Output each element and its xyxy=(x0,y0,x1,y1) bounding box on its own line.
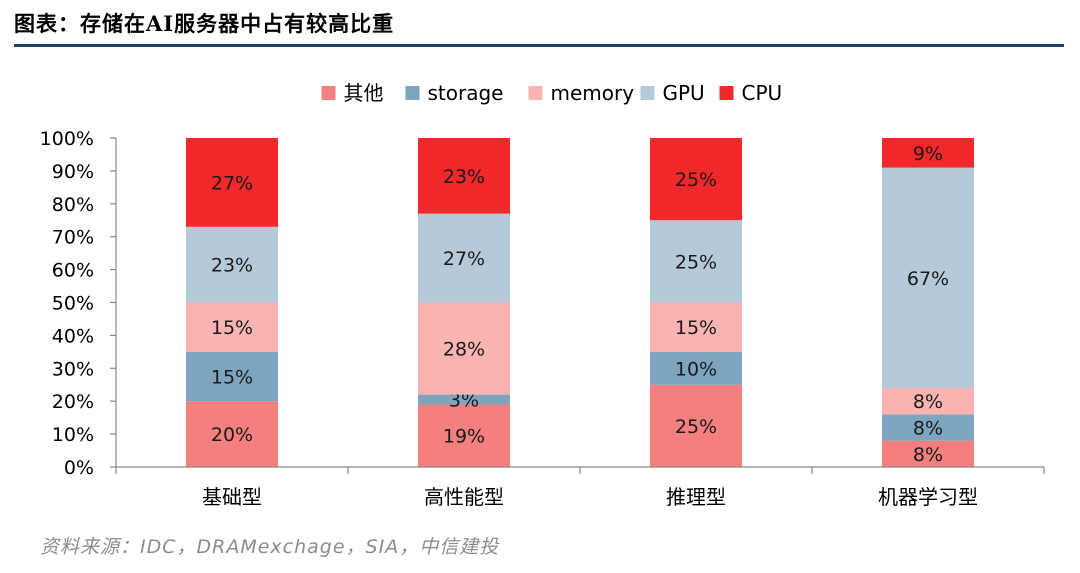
y-tick-label: 0% xyxy=(64,457,94,479)
data-label: 27% xyxy=(443,248,485,270)
title-divider xyxy=(14,44,1064,47)
legend-swatch xyxy=(719,86,734,100)
data-label: 20% xyxy=(211,424,253,446)
data-label: 67% xyxy=(907,268,949,290)
legend-swatch xyxy=(640,86,655,100)
data-label: 10% xyxy=(675,358,717,380)
bar-segment xyxy=(418,394,510,405)
bar-segment xyxy=(186,302,278,352)
bar-segment xyxy=(418,302,510,395)
x-category-label: 机器学习型 xyxy=(878,485,978,509)
legend-swatch xyxy=(528,86,543,100)
y-tick-label: 40% xyxy=(52,325,94,347)
y-axis: 0% 10% 20% 30% 40% 50% 60% 70% 80% 90% 100% xyxy=(40,128,117,479)
data-label: 19% xyxy=(443,426,485,448)
legend-label: storage xyxy=(428,81,504,105)
data-label: 9% xyxy=(913,143,943,165)
data-label: 3% xyxy=(449,390,479,412)
legend-label: memory xyxy=(551,81,635,105)
bar-segment xyxy=(882,167,974,389)
data-label: 15% xyxy=(211,317,253,339)
bar-segment xyxy=(418,138,510,214)
legend-swatch xyxy=(321,86,336,100)
data-label: 15% xyxy=(675,317,717,339)
bar-segment xyxy=(650,138,742,221)
x-axis: 基础型 高性能型 推理型 机器学习型 xyxy=(115,466,1045,509)
y-tick-label: 90% xyxy=(52,161,94,183)
y-tick-label: 10% xyxy=(52,424,94,446)
bar-segment xyxy=(186,401,278,467)
legend-swatch xyxy=(405,86,420,100)
legend-label: 其他 xyxy=(344,81,384,105)
y-tick-label: 30% xyxy=(52,358,94,380)
data-label: 25% xyxy=(675,169,717,191)
bar-segment xyxy=(650,351,742,385)
bar-segment xyxy=(186,351,278,402)
source-note: 资料来源：IDC，DRAMexchage，SIA，中信建投 xyxy=(40,536,500,558)
legend-label: GPU xyxy=(663,81,705,105)
data-label: 25% xyxy=(675,416,717,438)
legend: 其他 storage memory GPU CPU xyxy=(321,81,783,105)
bars: 20% 15% 15% 23% 27% 19% 3% 28% 27% 23% 25% 10% 15% 25… xyxy=(186,138,974,467)
bar-segment xyxy=(882,414,974,441)
y-tick-label: 70% xyxy=(52,227,94,249)
bar-segment xyxy=(650,384,742,467)
data-label: 28% xyxy=(443,339,485,361)
data-label: 23% xyxy=(443,166,485,188)
legend-label: CPU xyxy=(742,81,783,105)
bar-segment xyxy=(882,388,974,415)
data-label: 27% xyxy=(211,172,253,194)
data-label: 8% xyxy=(913,391,943,413)
y-tick-label: 60% xyxy=(52,260,94,282)
y-tick-label: 20% xyxy=(52,391,94,413)
data-label: 15% xyxy=(211,367,253,389)
bar-segment xyxy=(650,220,742,303)
bar-segment xyxy=(882,138,974,168)
x-category-label: 高性能型 xyxy=(424,485,504,509)
data-label: 23% xyxy=(211,255,253,277)
data-label: 25% xyxy=(675,251,717,273)
bar-segment xyxy=(650,302,742,352)
bar-segment xyxy=(418,404,510,467)
data-label: 8% xyxy=(913,418,943,440)
bar-segment xyxy=(418,213,510,303)
x-category-label: 推理型 xyxy=(666,485,726,509)
chart-title: 图表：存储在AI服务器中占有较高比重 xyxy=(14,11,395,36)
y-tick-label: 50% xyxy=(52,293,94,315)
y-tick-label: 80% xyxy=(52,194,94,216)
y-tick-label: 100% xyxy=(40,128,94,150)
x-category-label: 基础型 xyxy=(202,485,262,509)
bar-segment xyxy=(186,226,278,303)
data-label: 8% xyxy=(913,444,943,466)
bar-segment xyxy=(186,138,278,227)
bar-segment xyxy=(882,440,974,467)
